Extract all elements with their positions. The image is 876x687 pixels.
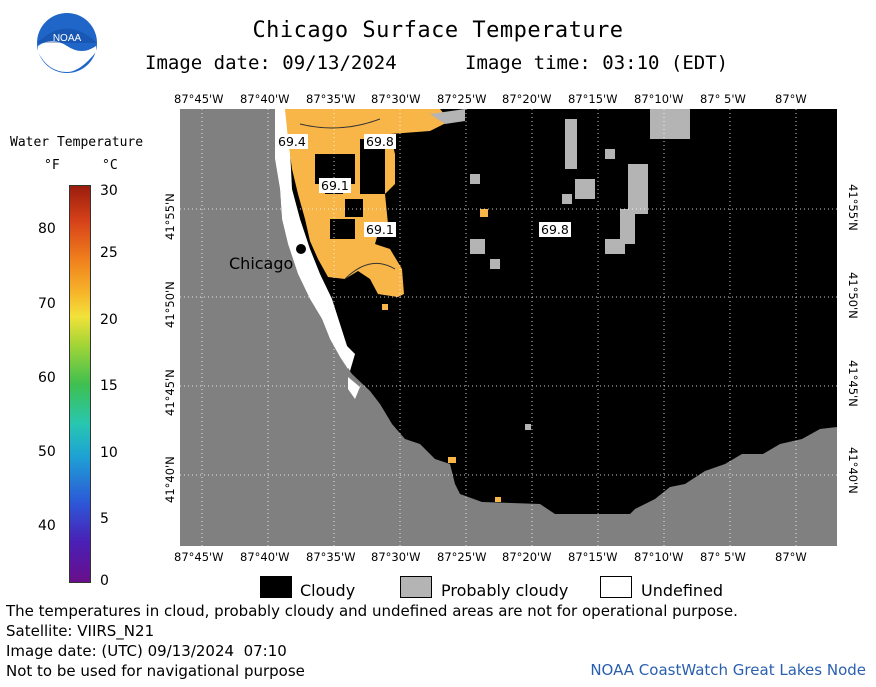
colorbar-f-label: 50 bbox=[38, 444, 56, 460]
temp-label: 69.4 bbox=[276, 134, 308, 149]
lon-label: 87°15'W bbox=[568, 92, 618, 106]
footer-note: The temperatures in cloud, probably clou… bbox=[6, 602, 738, 620]
temp-label: 69.8 bbox=[539, 222, 571, 237]
colorbar-title: Water Temperature bbox=[10, 135, 144, 150]
lat-label: 41°55'N bbox=[163, 193, 177, 240]
probably-cloudy-patches bbox=[430, 109, 690, 430]
lon-label: 87°20'W bbox=[502, 550, 552, 564]
lon-label: 87°45'W bbox=[174, 92, 224, 106]
lon-label: 87°30'W bbox=[371, 92, 421, 106]
temp-label: 69.8 bbox=[364, 134, 396, 149]
lon-label: 87°35'W bbox=[306, 550, 356, 564]
footer-satellite: Satellite: VIIRS_N21 bbox=[6, 622, 155, 640]
lake-cloudy-region bbox=[275, 109, 837, 514]
colorbar-f-label: 80 bbox=[38, 221, 56, 237]
colorbar-unit-c: °C bbox=[102, 158, 118, 173]
colorbar-c-label: 30 bbox=[100, 183, 118, 199]
temperature-map bbox=[180, 109, 837, 546]
footer-utc-date: Image date: (UTC) 09/13/2024 07:10 bbox=[6, 642, 287, 660]
lon-label: 87°40'W bbox=[240, 550, 290, 564]
lon-label: 87°35'W bbox=[306, 92, 356, 106]
colorbar-f-label: 70 bbox=[38, 296, 56, 312]
legend-label-probably-cloudy: Probably cloudy bbox=[441, 581, 569, 600]
undefined-shore-strip bbox=[275, 109, 348, 369]
lat-label: 41°50'N bbox=[163, 281, 177, 328]
legend-swatch-undefined bbox=[600, 576, 632, 598]
temp-label: 69.1 bbox=[319, 178, 351, 193]
page-title: Chicago Surface Temperature bbox=[252, 18, 624, 43]
lat-label: 41°50'N bbox=[846, 272, 860, 319]
lon-label: 87°25'W bbox=[437, 550, 487, 564]
lon-label: 87°25'W bbox=[437, 92, 487, 106]
colorbar bbox=[69, 185, 91, 583]
colorbar-c-label: 20 bbox=[100, 312, 118, 328]
lat-label: 41°55'N bbox=[846, 184, 860, 231]
colorbar-c-label: 5 bbox=[100, 511, 109, 527]
legend-swatch-probably-cloudy bbox=[400, 576, 432, 598]
lon-label: 87°45'W bbox=[174, 550, 224, 564]
legend-swatch-cloudy bbox=[260, 576, 292, 598]
legend-label-undefined: Undefined bbox=[641, 581, 724, 600]
lon-label: 87° 5'W bbox=[700, 550, 746, 564]
colorbar-f-label: 60 bbox=[38, 370, 56, 386]
lat-label: 41°40'N bbox=[163, 456, 177, 503]
lat-label: 41°40'N bbox=[846, 447, 860, 494]
lon-label: 87°30'W bbox=[371, 550, 421, 564]
lon-label: 87°10'W bbox=[634, 550, 684, 564]
colorbar-c-label: 15 bbox=[100, 378, 118, 394]
colorbar-c-label: 0 bbox=[100, 573, 109, 589]
legend-label-cloudy: Cloudy bbox=[300, 581, 356, 600]
map-grid bbox=[180, 109, 837, 546]
logo-text: NOAA bbox=[53, 33, 82, 44]
colorbar-f-label: 40 bbox=[38, 518, 56, 534]
lon-label: 87°10'W bbox=[634, 92, 684, 106]
colorbar-unit-f: °F bbox=[44, 158, 60, 173]
lon-label: 87°W bbox=[775, 92, 807, 106]
lon-label: 87°W bbox=[775, 550, 807, 564]
lat-label: 41°45'N bbox=[846, 360, 860, 407]
chicago-marker bbox=[296, 244, 306, 254]
noaa-logo-icon: NOAA bbox=[37, 13, 97, 73]
lon-label: 87° 5'W bbox=[700, 92, 746, 106]
colorbar-c-label: 25 bbox=[100, 245, 118, 261]
lon-label: 87°15'W bbox=[568, 550, 618, 564]
lon-label: 87°40'W bbox=[240, 92, 290, 106]
city-label-chicago: Chicago bbox=[229, 254, 294, 273]
footer-nav-warning: Not to be used for navigational purpose bbox=[6, 662, 305, 680]
footer-credit: NOAA CoastWatch Great Lakes Node bbox=[590, 661, 866, 679]
image-time: Image time: 03:10 (EDT) bbox=[465, 52, 729, 74]
colorbar-c-label: 10 bbox=[100, 445, 118, 461]
lon-label: 87°20'W bbox=[502, 92, 552, 106]
lat-label: 41°45'N bbox=[163, 369, 177, 416]
image-date: Image date: 09/13/2024 bbox=[145, 52, 397, 74]
temp-label: 69.1 bbox=[364, 222, 396, 237]
